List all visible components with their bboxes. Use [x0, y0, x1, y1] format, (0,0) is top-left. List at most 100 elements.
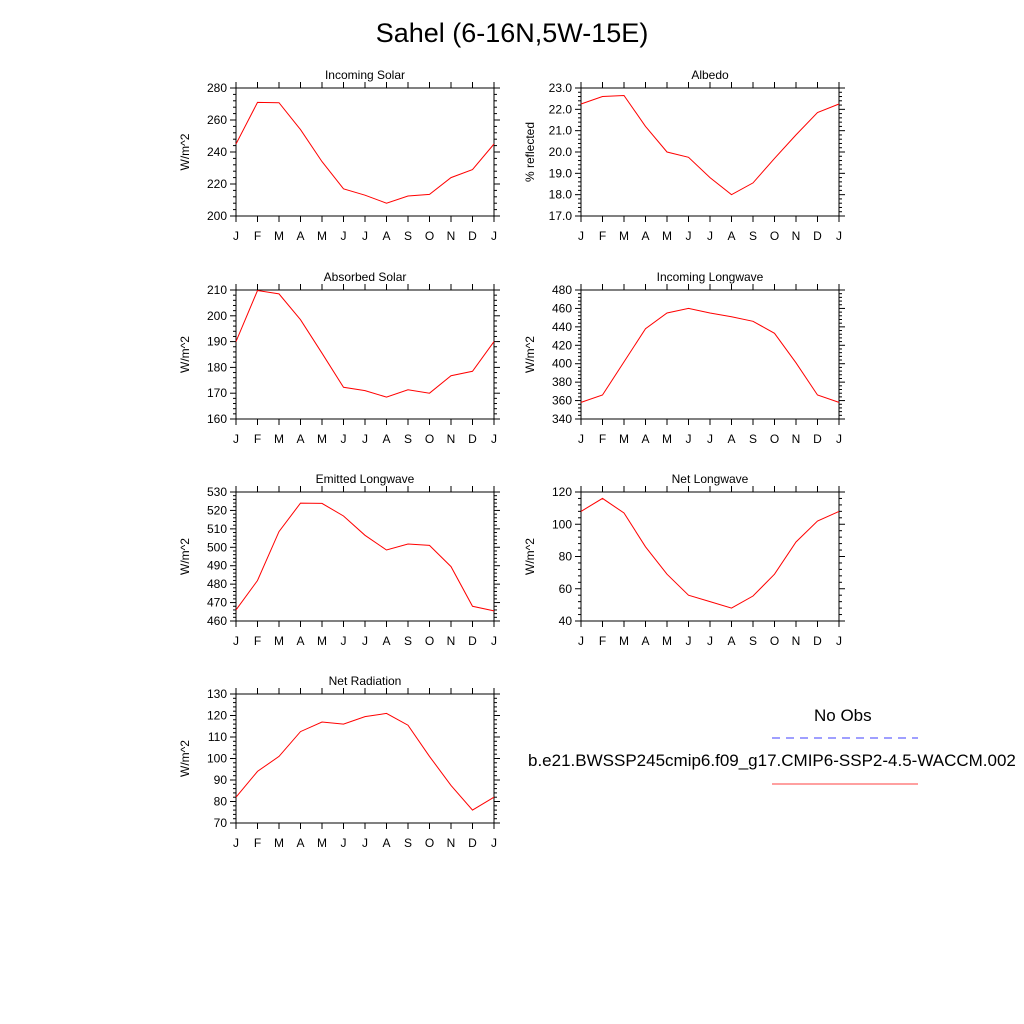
x-tick-label: S: [404, 229, 412, 243]
y-tick-label: 110: [208, 730, 227, 744]
x-tick-label: J: [491, 229, 497, 243]
x-tick-label: J: [362, 229, 368, 243]
x-tick-label: M: [274, 836, 284, 850]
y-tick-label: 490: [207, 559, 227, 573]
y-tick-label: 130: [207, 687, 227, 701]
y-tick-label: 19.0: [549, 166, 573, 180]
y-axis-label: W/m^2: [178, 538, 192, 575]
y-tick-label: 440: [552, 320, 572, 334]
series-line: [235, 712, 495, 811]
x-tick-label: J: [836, 634, 842, 648]
x-tick-label: F: [254, 634, 261, 648]
y-tick-label: 400: [552, 357, 572, 371]
y-tick-label: 170: [207, 386, 227, 400]
x-tick-label: M: [619, 634, 629, 648]
y-tick-label: 420: [552, 338, 572, 352]
series-line: [235, 289, 495, 398]
y-tick-label: 23.0: [549, 81, 573, 95]
x-tick-label: N: [447, 229, 456, 243]
x-tick-label: M: [662, 229, 672, 243]
page-title: Sahel (6-16N,5W-15E): [375, 18, 649, 48]
x-tick-label: D: [813, 634, 822, 648]
y-tick-label: 220: [207, 177, 227, 191]
panel-title: Emitted Longwave: [316, 472, 415, 486]
x-tick-label: M: [317, 432, 327, 446]
x-tick-label: N: [447, 836, 456, 850]
x-tick-label: N: [447, 634, 456, 648]
panel-frame: [235, 289, 495, 420]
x-tick-label: M: [274, 634, 284, 648]
legend-label-no-obs: No Obs: [814, 706, 872, 725]
y-tick-label: 460: [552, 301, 572, 315]
y-tick-label: 480: [552, 283, 572, 297]
legend: [772, 737, 918, 785]
y-tick-label: 40: [559, 614, 573, 628]
x-tick-label: O: [425, 634, 434, 648]
x-tick-label: J: [233, 836, 239, 850]
x-tick-label: F: [599, 229, 606, 243]
y-tick-label: 380: [552, 375, 572, 389]
y-tick-label: 60: [559, 582, 573, 596]
panel-title: Incoming Solar: [325, 68, 405, 82]
x-tick-label: M: [662, 432, 672, 446]
y-tick-label: 200: [207, 209, 227, 223]
y-tick-label: 21.0: [549, 124, 573, 138]
x-tick-label: A: [727, 432, 735, 446]
x-tick-label: S: [749, 229, 757, 243]
x-tick-label: O: [770, 634, 779, 648]
y-tick-label: 340: [552, 412, 572, 426]
panel-frame: [580, 87, 840, 217]
y-axis-label: W/m^2: [523, 336, 537, 373]
x-tick-label: J: [578, 634, 584, 648]
x-tick-label: J: [707, 634, 713, 648]
x-tick-label: D: [468, 836, 477, 850]
x-tick-label: A: [641, 229, 649, 243]
y-tick-label: 210: [207, 283, 227, 297]
y-tick-label: 240: [207, 145, 227, 159]
y-tick-label: 280: [207, 81, 227, 95]
y-tick-label: 510: [207, 522, 227, 536]
y-axis-label: W/m^2: [178, 133, 192, 170]
y-tick-label: 260: [207, 113, 227, 127]
x-tick-label: J: [362, 432, 368, 446]
y-tick-label: 530: [207, 485, 227, 499]
series-line: [235, 101, 495, 204]
panel-title: Incoming Longwave: [657, 270, 764, 284]
x-tick-label: F: [599, 432, 606, 446]
x-tick-label: J: [707, 432, 713, 446]
y-tick-label: 70: [214, 816, 228, 830]
y-tick-label: 20.0: [549, 145, 573, 159]
x-tick-label: M: [274, 432, 284, 446]
panel-frame: [235, 87, 495, 217]
x-tick-label: S: [404, 634, 412, 648]
x-tick-label: O: [770, 432, 779, 446]
series-line: [580, 307, 840, 403]
x-tick-label: A: [296, 432, 304, 446]
y-tick-label: 480: [207, 577, 227, 591]
x-tick-label: J: [836, 229, 842, 243]
x-tick-label: N: [447, 432, 456, 446]
x-tick-label: D: [813, 229, 822, 243]
x-tick-label: S: [749, 634, 757, 648]
y-tick-label: 360: [552, 394, 572, 408]
x-tick-label: J: [491, 634, 497, 648]
x-tick-label: J: [578, 432, 584, 446]
series-line: [580, 94, 840, 196]
x-tick-label: O: [425, 229, 434, 243]
x-tick-label: A: [382, 836, 390, 850]
y-tick-label: 80: [559, 550, 573, 564]
x-tick-label: A: [641, 634, 649, 648]
x-tick-label: A: [296, 634, 304, 648]
y-tick-label: 100: [552, 517, 572, 531]
y-tick-label: 180: [207, 360, 227, 374]
x-tick-label: O: [425, 432, 434, 446]
x-tick-label: M: [619, 432, 629, 446]
x-tick-label: D: [813, 432, 822, 446]
y-tick-label: 90: [214, 773, 228, 787]
x-tick-label: A: [641, 432, 649, 446]
y-tick-label: 470: [207, 596, 227, 610]
x-tick-label: S: [749, 432, 757, 446]
